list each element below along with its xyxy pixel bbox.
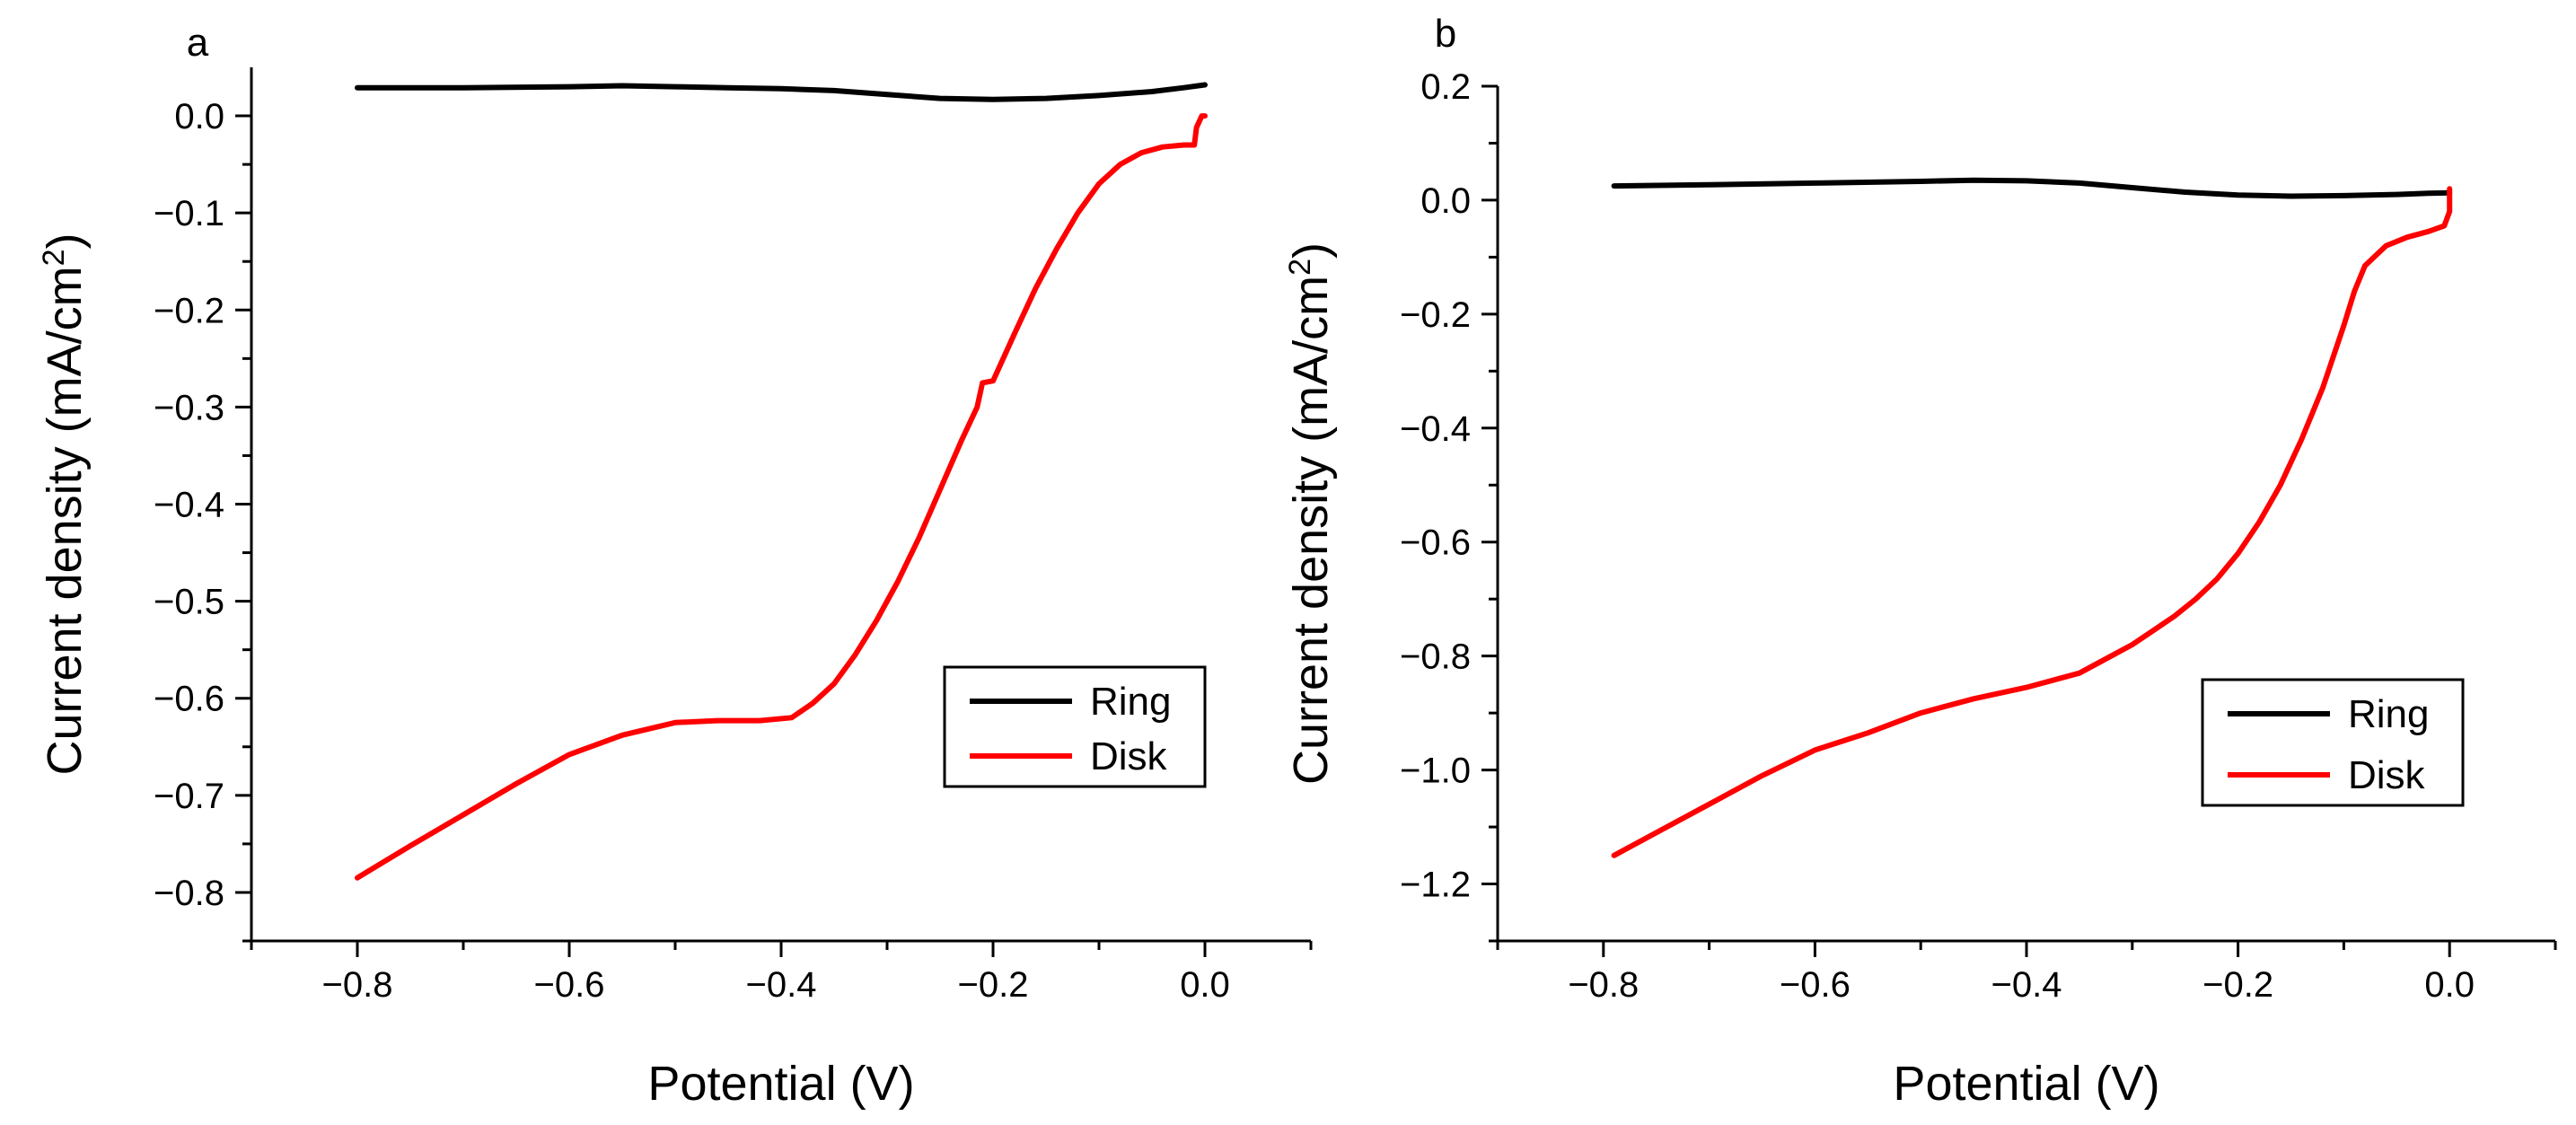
y-tick-label: −0.1 [154, 194, 224, 233]
y-tick-label: −0.2 [1400, 295, 1471, 335]
y-tick-label: 0.0 [1420, 181, 1471, 221]
y-tick-label: −1.2 [1400, 866, 1471, 905]
y-tick-label: −0.4 [154, 486, 224, 525]
y-tick-label: 0.2 [1420, 67, 1471, 107]
y-axis-title-superscript: 2 [37, 249, 71, 266]
series-line-disk [355, 113, 1208, 881]
x-tick-label: −0.8 [322, 965, 393, 1005]
y-axis-title-superscript: 2 [1283, 259, 1317, 276]
x-tick-label: −0.2 [2202, 965, 2273, 1005]
x-tick-label: −0.6 [1780, 965, 1851, 1005]
panel-label: a [187, 21, 209, 65]
y-axis-title-end: ) [1284, 242, 1338, 259]
x-axis-title: Potential (V) [647, 1057, 914, 1111]
x-tick-label: −0.8 [1568, 965, 1639, 1005]
y-tick-label: −0.3 [154, 388, 224, 427]
y-tick-label: −0.5 [154, 583, 224, 622]
x-tick-label: −0.2 [958, 965, 1029, 1005]
legend-label-ring: Ring [1090, 680, 1172, 724]
x-axis-title: Potential (V) [1893, 1057, 2159, 1111]
legend-label-disk: Disk [2348, 753, 2426, 797]
y-tick-label: 0.0 [174, 97, 224, 136]
x-tick-label: −0.4 [746, 965, 817, 1005]
x-tick-label: 0.0 [2424, 965, 2475, 1005]
y-axis-title: Current density (mA/cm2) [1283, 242, 1338, 785]
legend-label-ring: Ring [2348, 692, 2430, 736]
panel-a: −0.8 −0.6 −0.4 −0.2 0.0 0.0 −0.1 −0.2 −0.3 −0.4 −0… [37, 21, 1313, 1111]
legend-box [943, 665, 1207, 788]
x-tick-label: −0.6 [534, 965, 605, 1005]
y-tick-label: −0.7 [154, 777, 224, 816]
y-tick-label: −0.8 [154, 874, 224, 913]
legend-label-disk: Disk [1090, 734, 1168, 778]
y-tick-label: −1.0 [1400, 751, 1471, 791]
legend: Ring Disk [2201, 678, 2465, 807]
x-tick-label: 0.0 [1180, 965, 1230, 1005]
y-tick-label: −0.4 [1400, 409, 1471, 449]
series-line-ring [1611, 177, 2453, 199]
y-axis-title: Current density (mA/cm2) [37, 233, 92, 775]
y-tick-label: −0.8 [1400, 637, 1471, 677]
panel-b: −0.8 −0.6 −0.4 −0.2 0.0 0.2 0.0 −0.2 −0.4 −0.6 −0.… [1283, 12, 2557, 1111]
legend-box [2201, 678, 2465, 807]
panel-label: b [1435, 12, 1456, 56]
y-tick-label: −0.6 [1400, 523, 1471, 563]
y-axis-title-main: Current density (mA/cm [38, 266, 92, 775]
x-tick-label: −0.4 [1991, 965, 2062, 1005]
y-axis-title-main: Current density (mA/cm [1284, 276, 1338, 785]
legend: Ring Disk [943, 665, 1207, 788]
y-axis-title-end: ) [38, 233, 92, 249]
series-line-ring [355, 82, 1208, 102]
y-tick-label: −0.2 [154, 291, 224, 330]
y-tick-label: −0.6 [154, 680, 224, 719]
series-line-disk [1611, 186, 2453, 858]
